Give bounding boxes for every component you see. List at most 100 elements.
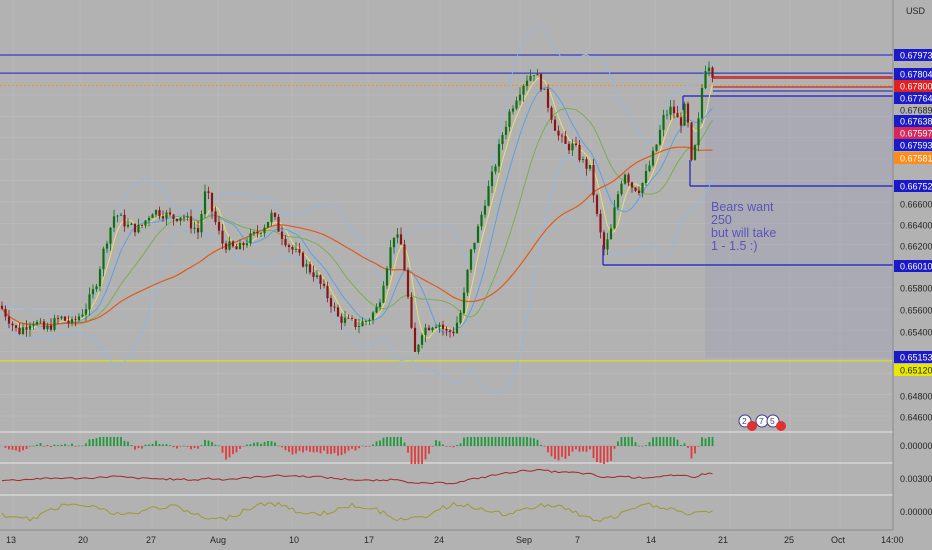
candle: [217, 216, 221, 235]
candle: [172, 214, 175, 226]
candle: [63, 316, 67, 322]
badge-3[interactable]: 5: [770, 416, 775, 426]
badge-1[interactable]: 2: [742, 416, 747, 426]
candle: [676, 105, 679, 118]
candle: [382, 281, 385, 304]
candle: [312, 265, 315, 282]
price-label: 0.65400: [900, 328, 932, 338]
candle: [434, 324, 438, 329]
candle: [7, 310, 11, 329]
candle: [707, 61, 711, 77]
candle: [690, 121, 693, 162]
candle: [606, 233, 609, 256]
candle: [357, 318, 361, 334]
price-label: 0.67597: [894, 127, 932, 139]
candle: [462, 287, 466, 315]
candle: [238, 239, 242, 250]
annotation-line-3: but will take: [711, 226, 776, 240]
time-tick: 24: [434, 535, 444, 545]
currency-label[interactable]: USD: [906, 6, 926, 16]
candle: [501, 132, 504, 151]
annotation-text: Bears want 250 but will take 1 - 1.5 :): [711, 200, 776, 253]
price-label-text: 0.67597: [900, 129, 932, 139]
candle: [137, 218, 140, 234]
candle: [392, 237, 396, 254]
candle: [490, 165, 494, 194]
price-label: 0.67638: [894, 115, 932, 127]
time-tick: Sep: [516, 535, 532, 545]
price-levels: [0, 54, 893, 362]
price-label: 0.67581: [894, 152, 932, 164]
candle: [452, 327, 455, 337]
candle: [200, 210, 203, 238]
candle: [140, 224, 144, 228]
candle: [616, 190, 620, 211]
candle: [368, 317, 371, 326]
candle: [525, 75, 529, 91]
candle: [326, 281, 329, 303]
candle: [4, 305, 7, 321]
candle: [207, 186, 210, 200]
candle: [35, 319, 39, 326]
time-axis[interactable]: [0, 530, 932, 550]
candle: [196, 220, 200, 239]
candle: [340, 313, 343, 330]
candle: [648, 160, 651, 173]
candle: [294, 242, 298, 253]
drawn-tools: [602, 76, 893, 266]
candle: [88, 287, 91, 316]
candle: [427, 325, 431, 331]
time-tick: 27: [146, 535, 156, 545]
candle: [459, 309, 462, 325]
candle: [151, 213, 154, 218]
candle: [581, 156, 585, 163]
candle: [466, 268, 469, 296]
candle: [609, 224, 613, 240]
candle: [319, 274, 322, 290]
candle: [133, 223, 137, 237]
candle: [249, 228, 252, 247]
candle: [630, 181, 634, 193]
candle: [333, 302, 336, 312]
candle: [308, 261, 312, 275]
candle: [455, 316, 459, 334]
price-label-text: 0.66400: [900, 221, 932, 231]
price-label-text: 0.65153: [900, 353, 932, 363]
candle: [522, 84, 525, 102]
candle: [508, 108, 511, 132]
candle: [602, 230, 606, 256]
candle: [497, 138, 501, 173]
candle: [11, 321, 14, 332]
event-badges[interactable]: 2 7 5: [738, 414, 786, 431]
price-label: 0.65600: [900, 306, 932, 316]
price-label: 0.64800: [900, 392, 932, 402]
candle: [564, 130, 567, 144]
candle: [515, 96, 518, 111]
price-label-text: 0.67764: [900, 94, 932, 104]
candle: [182, 214, 186, 222]
candle: [518, 87, 522, 106]
badge-2[interactable]: 7: [759, 416, 764, 426]
price-label: 0.66752: [894, 180, 932, 192]
candle: [21, 323, 25, 336]
candle: [266, 221, 270, 228]
candle: [683, 101, 686, 127]
price-label-text: 0.67581: [900, 154, 932, 164]
currency-selector[interactable]: USD: [903, 4, 929, 18]
price-label: 0.67764: [894, 92, 932, 104]
candle: [224, 240, 228, 254]
candle: [378, 298, 382, 311]
grid-lines: [0, 0, 893, 530]
candle: [686, 101, 690, 128]
candle: [620, 180, 623, 197]
candle: [420, 333, 424, 349]
candle: [25, 320, 28, 337]
candle: [578, 139, 581, 163]
candle: [672, 100, 676, 119]
candle: [256, 225, 259, 238]
candle: [210, 192, 214, 219]
candle: [448, 328, 452, 338]
candle: [189, 209, 193, 234]
candle: [417, 343, 420, 355]
candle: [322, 279, 326, 289]
